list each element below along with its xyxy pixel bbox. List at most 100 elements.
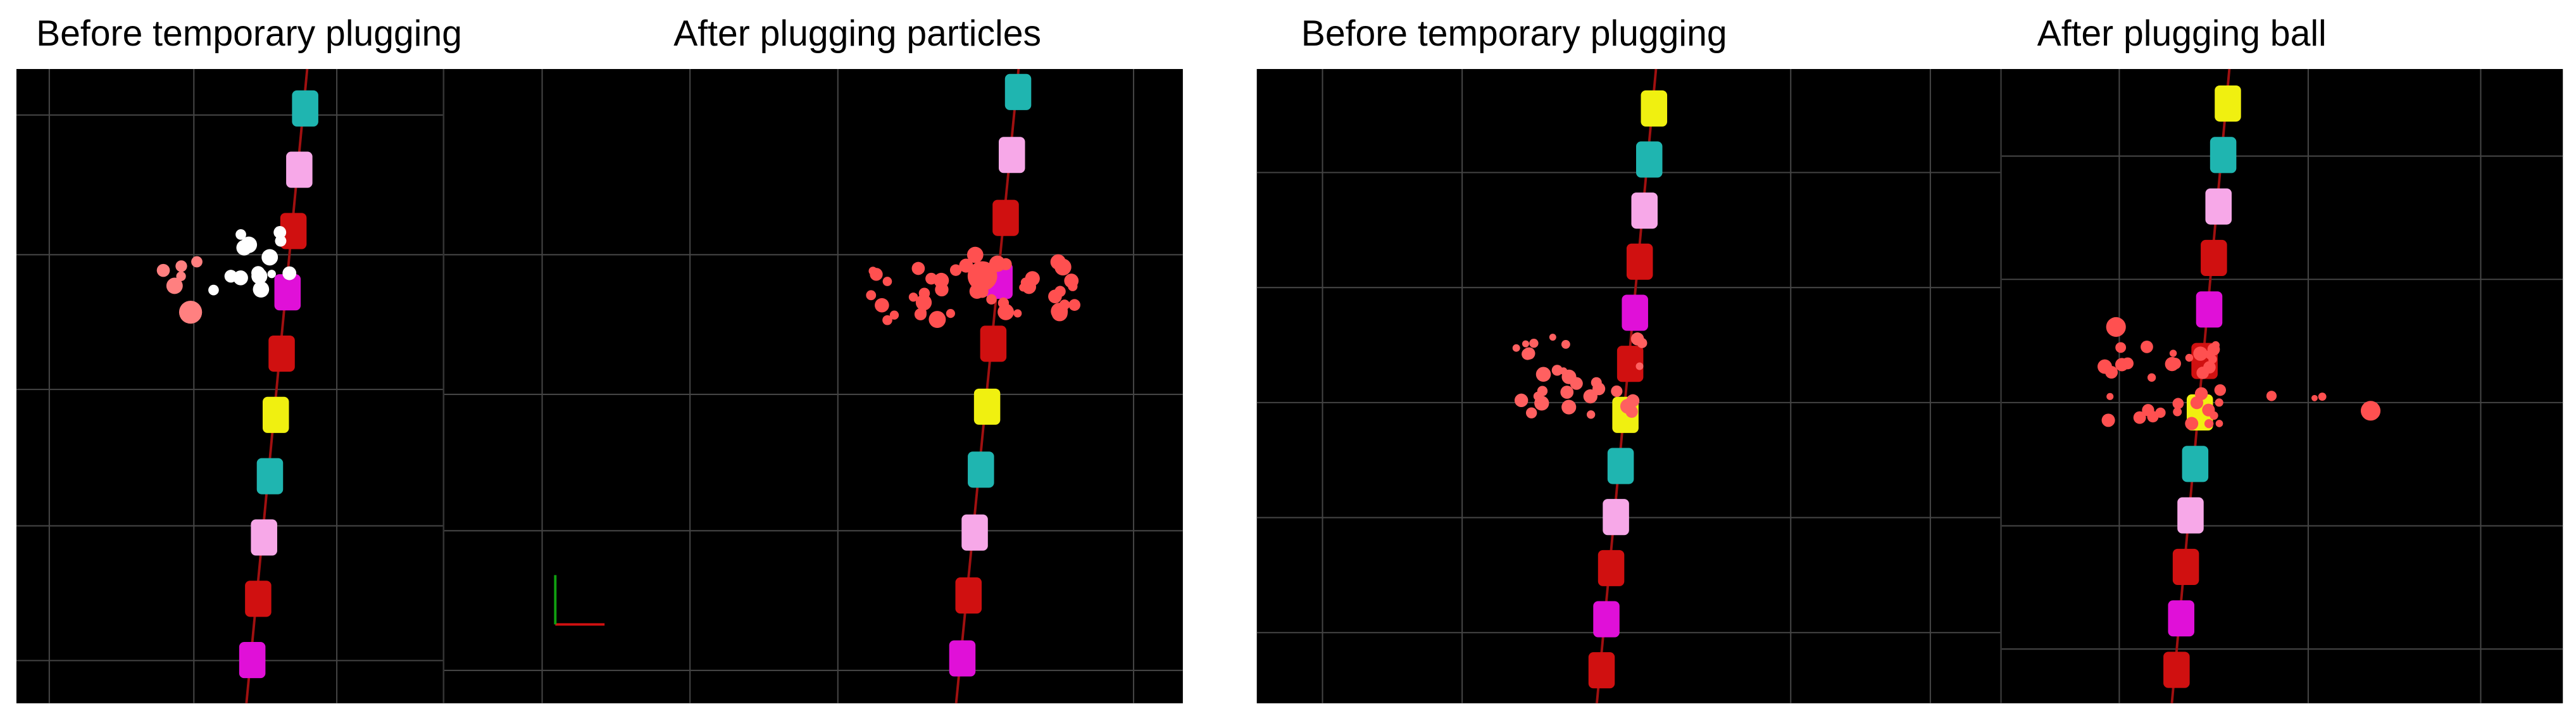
event [2101,413,2115,427]
event [2214,384,2226,396]
event [1560,386,1574,399]
event [2133,411,2146,424]
event [1537,386,1548,396]
event [251,268,268,284]
event [1549,334,1556,341]
event [1025,271,1040,286]
event [166,277,183,294]
event [2142,404,2154,417]
packer [268,335,295,372]
packer [2163,651,2190,688]
packer [239,642,266,679]
packer [980,325,1007,362]
event [2360,401,2381,421]
event [1592,382,1606,396]
event [986,294,997,305]
event [882,315,892,325]
event [946,309,955,318]
event [2147,373,2156,382]
packer [973,388,1001,425]
packer [1588,652,1615,689]
event [928,311,946,329]
event [2318,393,2327,401]
event [253,281,270,298]
packer [1635,141,1663,178]
event [156,263,170,277]
event [2172,398,2184,410]
event [2173,407,2182,417]
panel-label: Before temporary plugging [1301,13,1727,54]
event [1561,339,1570,349]
event [870,268,883,281]
packer [1622,294,1648,331]
event [2169,358,2181,370]
event [915,294,932,311]
packer [2201,239,2227,277]
event [1637,337,1648,348]
event [191,256,203,268]
event [1512,344,1520,352]
event [235,229,246,240]
event [934,272,949,288]
event [1013,309,1022,318]
wellbore [2170,68,2231,704]
event [966,246,984,263]
event [208,284,219,296]
event [1054,258,1072,276]
event [1551,365,1563,376]
packer [2172,548,2199,585]
packer [2177,497,2204,534]
event [2185,417,2199,431]
packer [256,458,284,494]
packer [2168,600,2194,637]
event [273,226,287,239]
event [1535,367,1551,382]
event [949,264,962,276]
packer [286,151,313,188]
event [1534,396,1549,411]
event [233,270,248,286]
event [1522,348,1534,360]
event [1586,410,1596,419]
event [2208,355,2217,364]
packer [961,514,988,551]
event [889,310,899,320]
event [882,277,892,286]
event [1529,339,1539,348]
packer [1593,601,1620,638]
packer [949,640,976,677]
event [1068,281,1078,291]
event [2155,407,2166,418]
packer [2215,85,2241,122]
event [1635,362,1644,370]
event [282,266,297,280]
event [2141,340,2153,353]
event [2215,420,2223,427]
event [2098,359,2112,374]
event [261,249,278,266]
event [1051,303,1068,320]
event [1522,340,1529,348]
event [1620,399,1635,414]
packer [2205,188,2232,225]
event [178,300,203,324]
event [176,271,186,281]
event [2210,411,2218,420]
packer [292,90,318,127]
event [1525,407,1537,418]
packer [2196,291,2223,328]
packer [2182,446,2209,482]
event [2106,393,2114,400]
event [1561,369,1577,384]
packer [2210,137,2237,173]
event [1611,385,1623,398]
packer [998,137,1025,173]
packer [1641,90,1668,127]
packer [968,451,994,488]
packer [1626,243,1653,280]
event [1514,393,1529,408]
event [2122,357,2134,370]
content [16,68,2563,704]
event [2196,367,2209,379]
